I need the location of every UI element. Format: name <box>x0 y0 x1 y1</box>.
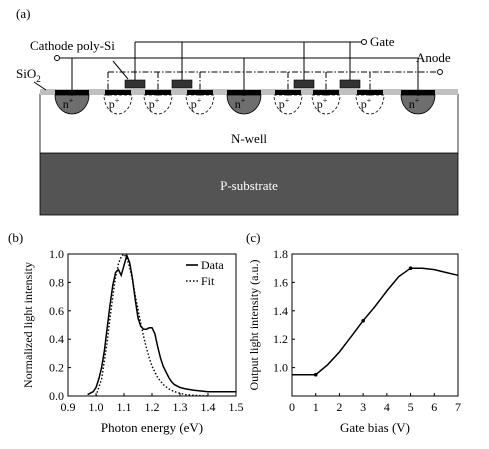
p-plus-region <box>185 94 215 115</box>
panel-b-label: (b) <box>8 230 23 245</box>
x-tick-label: 1.2 <box>145 400 160 414</box>
gate-electrodes <box>124 79 361 89</box>
anode-wiring <box>107 71 438 96</box>
y-tick-label: 1.4 <box>273 304 288 318</box>
x-tick-label: 6 <box>431 400 437 414</box>
x-tick-label: 1.0 <box>89 400 104 414</box>
sio2-pointer <box>33 81 47 91</box>
p-plus-label: p+ <box>279 96 290 111</box>
anode-label: Anode <box>416 50 451 65</box>
x-tick-label: 4 <box>384 400 390 414</box>
chart-c-frame <box>291 253 459 397</box>
y-tick-label: 0.0 <box>49 389 64 403</box>
x-tick-label: 1 <box>313 400 319 414</box>
x-tick-label: 0.9 <box>61 400 76 414</box>
p-plus-region <box>103 94 133 115</box>
doped-regions: n+ p+ p+ p+ n+ p+ p+ p+ n+ <box>54 90 436 115</box>
y-tick-label: 1.8 <box>273 247 288 261</box>
gate-wiring <box>134 41 362 80</box>
p-plus-region <box>311 94 341 115</box>
p-plus-label: p+ <box>317 96 328 111</box>
gate-poly-block <box>171 79 193 89</box>
panel-a-label: (a) <box>16 6 30 21</box>
n-plus-label: n+ <box>409 96 420 111</box>
series-line-0 <box>292 267 459 376</box>
data-point <box>361 318 365 323</box>
cathode-terminal <box>54 55 60 61</box>
data-point <box>313 372 318 377</box>
y-tick-label: 0.6 <box>49 304 64 318</box>
panel-c: (c) 0 1 2 3 4 5 6 7 1.0 1.2 1.4 1.6 1.8 Gate bias (V… <box>246 230 461 435</box>
n-well-label: N-well <box>231 131 267 146</box>
cathode-wiring <box>58 57 419 96</box>
n-plus-label: n+ <box>235 96 246 111</box>
x-tick-label: 1.4 <box>201 400 216 414</box>
p-plus-contact <box>105 90 131 95</box>
cathode-label: Cathode poly-Si <box>30 38 115 53</box>
chart-b-plot: 0.9 1.0 1.1 1.2 1.3 1.4 1.5 0.0 0.2 0.4 0.6 0.8 1.0 <box>49 247 244 414</box>
y-tick-label: 1.2 <box>273 332 288 346</box>
p-plus-region <box>355 94 385 115</box>
p-substrate-label: P-substrate <box>220 178 278 193</box>
gate-poly-block <box>339 79 361 89</box>
x-tick-label: 1.1 <box>117 400 132 414</box>
data-point <box>408 266 413 271</box>
gate-poly-block <box>124 79 146 89</box>
panel-a: (a) P-substrate N-well n+ p+ p+ p+ n+ p+ p+ p+ n… <box>16 6 459 216</box>
x-tick-label: 7 <box>455 400 461 414</box>
y-tick-label: 1.0 <box>273 361 288 375</box>
chart-c-ylabel: Output light intensity (a.u.) <box>247 260 261 391</box>
p-plus-region <box>273 94 303 115</box>
y-tick-label: 0.2 <box>49 361 64 375</box>
x-tick-label: 0 <box>289 400 295 414</box>
p-substrate <box>39 152 459 216</box>
p-plus-label: p+ <box>191 96 202 111</box>
series-line-fit <box>95 252 209 397</box>
anode-terminal <box>437 69 443 75</box>
y-tick-label: 0.4 <box>49 332 64 346</box>
n-plus-region <box>400 94 436 115</box>
gate-poly-block <box>293 79 315 89</box>
chart-b-xlabel: Photon energy (eV) <box>101 420 203 435</box>
chart-c-plot: 0 1 2 3 4 5 6 7 1.0 1.2 1.4 1.6 1.8 <box>273 247 461 414</box>
p-plus-label: p+ <box>149 96 160 111</box>
x-tick-label: 1.3 <box>173 400 188 414</box>
gate-label: Gate <box>370 34 395 49</box>
p-plus-region <box>143 94 173 115</box>
p-plus-label: p+ <box>361 96 372 111</box>
chart-c-xlabel: Gate bias (V) <box>340 420 410 435</box>
legend-fit-label: Fit <box>201 274 215 288</box>
x-tick-label: 2 <box>336 400 342 414</box>
p-plus-label: p+ <box>109 96 120 111</box>
y-tick-label: 1.6 <box>273 275 288 289</box>
y-tick-label: 0.8 <box>49 275 64 289</box>
x-tick-label: 3 <box>360 400 366 414</box>
panel-c-label: (c) <box>246 230 260 245</box>
gate-terminal <box>361 39 367 45</box>
sio2-label: SiO2 <box>16 66 41 84</box>
chart-b-ylabel: Normalized light intensity <box>21 262 35 388</box>
legend-data-label: Data <box>201 258 224 272</box>
x-tick-label: 1.5 <box>229 400 244 414</box>
panel-b: (b) 0.9 1.0 1.1 1.2 1.3 1.4 1.5 0.0 0.2 0.4 0.6 0.8… <box>8 230 244 435</box>
n-plus-region <box>54 94 90 115</box>
x-tick-label: 5 <box>408 400 414 414</box>
y-tick-label: 1.0 <box>49 247 64 261</box>
n-plus-label: n+ <box>63 96 74 111</box>
n-plus-region <box>226 94 262 115</box>
